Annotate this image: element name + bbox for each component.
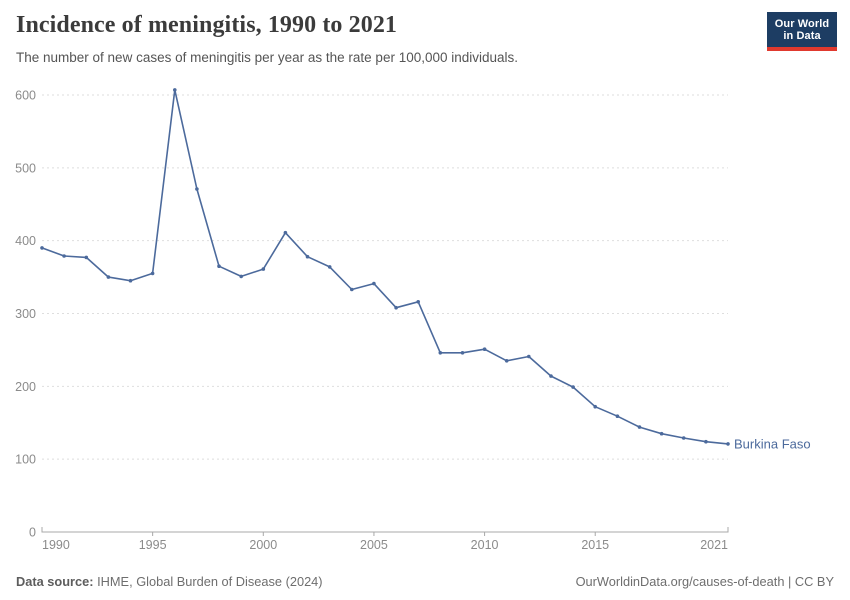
data-point[interactable] (438, 351, 443, 355)
x-axis-tick-label: 2015 (581, 538, 609, 552)
data-source: Data source: IHME, Global Burden of Dise… (16, 574, 323, 589)
y-axis-tick-label: 0 (29, 526, 36, 540)
data-point[interactable] (261, 267, 266, 271)
data-point[interactable] (327, 265, 332, 269)
entity-label[interactable]: Burkina Faso (734, 436, 811, 451)
data-point[interactable] (504, 359, 509, 363)
y-axis-tick-label: 200 (15, 380, 36, 394)
data-source-text[interactable]: IHME, Global Burden of Disease (2024) (93, 574, 323, 589)
data-point[interactable] (128, 278, 133, 283)
data-point[interactable] (659, 431, 664, 436)
x-axis-tick-label: 2021 (700, 538, 728, 552)
y-axis-tick-label: 400 (15, 234, 36, 248)
data-point[interactable] (527, 354, 531, 359)
x-axis-tick-label: 2000 (249, 538, 277, 552)
data-point[interactable] (305, 254, 310, 259)
data-point[interactable] (106, 275, 111, 279)
data-point[interactable] (150, 271, 155, 276)
data-point[interactable] (615, 414, 620, 419)
y-axis-tick-label: 600 (15, 89, 36, 103)
series-line[interactable] (41, 89, 729, 445)
data-point[interactable] (571, 385, 575, 389)
data-point[interactable] (681, 436, 686, 440)
data-point[interactable] (217, 264, 221, 269)
x-axis-tick-label: 2005 (360, 538, 388, 552)
data-point[interactable] (460, 351, 465, 355)
y-axis-tick-label: 500 (15, 161, 36, 175)
page-title: Incidence of meningitis, 1990 to 2021 (16, 12, 398, 38)
data-point[interactable] (416, 300, 421, 304)
data-point[interactable] (239, 274, 243, 279)
owid-logo[interactable]: Our World in Data (767, 12, 837, 51)
data-source-label: Data source: (16, 574, 94, 589)
data-point[interactable] (593, 404, 597, 409)
data-point[interactable] (482, 347, 487, 352)
data-point[interactable] (350, 287, 354, 292)
data-point[interactable] (726, 442, 730, 446)
y-axis-tick-label: 100 (15, 453, 36, 467)
x-axis-tick-label: 1990 (42, 538, 70, 552)
x-axis-tick-label: 1995 (139, 538, 167, 552)
owid-logo-line1: Our World (774, 17, 830, 30)
data-point[interactable] (372, 281, 376, 286)
data-point[interactable] (394, 305, 398, 310)
chart-subtitle: The number of new cases of meningitis pe… (16, 50, 519, 65)
x-axis-line (41, 527, 729, 533)
data-point[interactable] (704, 439, 708, 444)
data-point[interactable] (195, 187, 199, 191)
data-point[interactable] (62, 254, 66, 258)
chart-footer: Data source: IHME, Global Burden of Dise… (16, 574, 834, 589)
owid-credit-link[interactable]: OurWorldinData.org/causes-of-death | CC … (575, 574, 834, 589)
data-point[interactable] (283, 230, 288, 235)
data-point[interactable] (637, 425, 642, 429)
data-point[interactable] (84, 255, 89, 260)
data-point[interactable] (173, 88, 177, 92)
owid-logo-line2: in Data (783, 29, 821, 42)
data-point[interactable] (549, 374, 553, 378)
x-axis-tick-label: 2010 (471, 538, 499, 552)
y-axis-tick-label: 300 (15, 307, 36, 321)
data-point[interactable] (40, 246, 44, 250)
